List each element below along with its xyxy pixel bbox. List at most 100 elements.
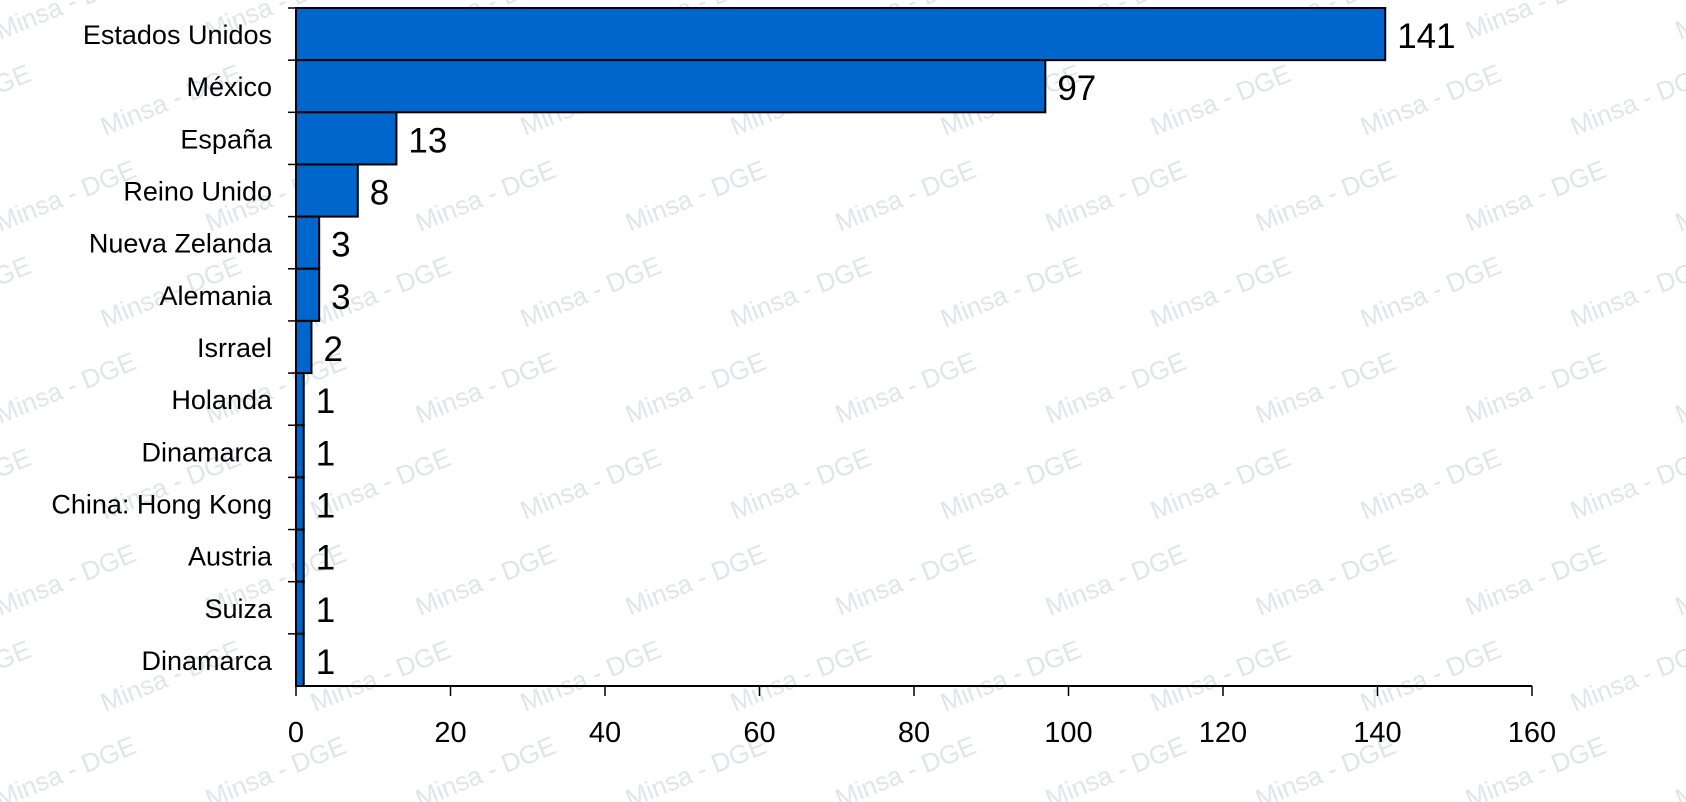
watermark-text: Minsa - DGE <box>0 346 140 430</box>
watermark-text: Minsa - DGE <box>1356 634 1505 718</box>
watermark-text: Minsa - DGE <box>1041 538 1190 622</box>
x-tick-label: 140 <box>1353 717 1401 749</box>
watermark-text: Minsa - DGE <box>726 442 875 526</box>
bar <box>295 215 321 270</box>
watermark-text: Minsa - DGE <box>621 346 770 430</box>
watermark-text: Minsa - DGE <box>516 250 665 334</box>
category-label: México <box>186 72 272 102</box>
data-label: 2 <box>323 330 342 369</box>
watermark-text: Minsa - DGE <box>1356 442 1505 526</box>
watermark-text: Minsa - DGE <box>621 154 770 238</box>
watermark-text: Minsa - DGE <box>1671 730 1686 802</box>
watermark-text: Minsa - DGE <box>831 538 980 622</box>
watermark-text: Minsa - DGE <box>1671 154 1686 238</box>
watermark-text: Minsa - DGE <box>936 634 1085 718</box>
data-label: 1 <box>316 591 335 630</box>
watermark-text: Minsa - DGE <box>1146 250 1295 334</box>
bar <box>295 528 305 583</box>
bar <box>295 476 305 531</box>
watermark-text: Minsa - DGE <box>0 442 35 526</box>
watermark-text: Minsa - DGE <box>1146 58 1295 142</box>
data-label: 97 <box>1057 69 1096 108</box>
category-label: Suiza <box>204 594 273 624</box>
watermark-text: Minsa - DGE <box>831 346 980 430</box>
watermark-text: Minsa - DGE <box>1251 538 1400 622</box>
watermark-text: Minsa - DGE <box>1461 346 1610 430</box>
bar <box>295 7 1387 62</box>
category-label: Estados Unidos <box>83 20 272 50</box>
data-label: 1 <box>316 434 335 473</box>
bar <box>295 59 1047 114</box>
data-label: 1 <box>316 643 335 682</box>
bar <box>295 267 321 322</box>
watermark-text: Minsa - DGE <box>1461 0 1610 46</box>
data-label: 3 <box>331 278 350 317</box>
data-label: 13 <box>408 121 447 160</box>
x-tick-label: 160 <box>1508 717 1556 749</box>
bar <box>295 319 313 375</box>
x-tick-label: 40 <box>589 717 621 749</box>
watermark-text: Minsa - DGE <box>831 154 980 238</box>
watermark-text: Minsa - DGE <box>1356 58 1505 142</box>
watermark-text: Minsa - DGE <box>411 154 560 238</box>
x-tick-label: 120 <box>1199 717 1247 749</box>
watermark-text: Minsa - DGE <box>1566 634 1686 718</box>
watermark-text: Minsa - DGE <box>306 250 455 334</box>
watermark-text: Minsa - DGE <box>1461 538 1610 622</box>
watermark-text: Minsa - DGE <box>1671 0 1686 46</box>
bar <box>295 111 398 166</box>
ticks-layer: 0 20 40 60 80 100 120 140 160 <box>288 7 1556 749</box>
watermark-text: Minsa - DGE <box>1461 154 1610 238</box>
watermark-text: Minsa - DGE <box>201 730 350 802</box>
category-label: Dinamarca <box>141 646 273 676</box>
category-label: Isrrael <box>197 333 272 363</box>
watermark-text: Minsa - DGE <box>621 538 770 622</box>
category-label: Austria <box>188 542 273 572</box>
bar <box>295 424 305 479</box>
watermark-text: Minsa - DGE <box>0 250 35 334</box>
watermark-text: Minsa - DGE <box>0 538 140 622</box>
category-label: Alemania <box>159 281 273 311</box>
watermark-text: Minsa - DGE <box>1566 250 1686 334</box>
category-label: Reino Unido <box>123 177 272 207</box>
watermark-text: Minsa - DGE <box>1356 250 1505 334</box>
x-tick-label: 0 <box>288 717 304 749</box>
x-tick-label: 60 <box>743 717 775 749</box>
watermark-text: Minsa - DGE <box>1251 154 1400 238</box>
watermark-text: Minsa - DGE <box>516 634 665 718</box>
category-label: Nueva Zelanda <box>89 229 273 259</box>
category-label: Dinamarca <box>141 437 273 467</box>
data-label: 141 <box>1397 17 1455 56</box>
watermark-text: Minsa - DGE <box>516 442 665 526</box>
watermark-text: Minsa - DGE <box>0 634 35 718</box>
x-tick-label: 80 <box>898 717 930 749</box>
bar <box>295 632 305 687</box>
watermark-text: Minsa - DGE <box>0 154 140 238</box>
bar <box>295 163 359 218</box>
watermark-text: Minsa - DGE <box>411 346 560 430</box>
watermark-text: Minsa - DGE <box>1146 634 1295 718</box>
bar <box>295 580 305 635</box>
watermark-text: Minsa - DGE <box>0 58 35 142</box>
data-label: 3 <box>331 226 350 265</box>
category-label: China: Hong Kong <box>51 489 272 519</box>
watermark-text: Minsa - DGE <box>1671 346 1686 430</box>
category-label: España <box>180 124 273 154</box>
bar <box>295 372 305 427</box>
watermark-text: Minsa - DGE <box>0 730 140 802</box>
watermark-text: Minsa - DGE <box>1041 346 1190 430</box>
category-label: Holanda <box>171 385 273 415</box>
x-tick-label: 100 <box>1044 717 1092 749</box>
watermark-text: Minsa - DGE <box>1566 442 1686 526</box>
watermark-text: Minsa - DGE <box>1146 442 1295 526</box>
watermark-text: Minsa - DGE <box>411 538 560 622</box>
watermark-text: Minsa - DGE <box>1251 346 1400 430</box>
watermark-text: Minsa - DGE <box>1671 538 1686 622</box>
x-tick-label: 20 <box>434 717 466 749</box>
data-label: 1 <box>316 382 335 421</box>
data-label: 8 <box>370 174 389 213</box>
watermark-text: Minsa - DGE <box>726 634 875 718</box>
data-label: 1 <box>316 486 335 525</box>
